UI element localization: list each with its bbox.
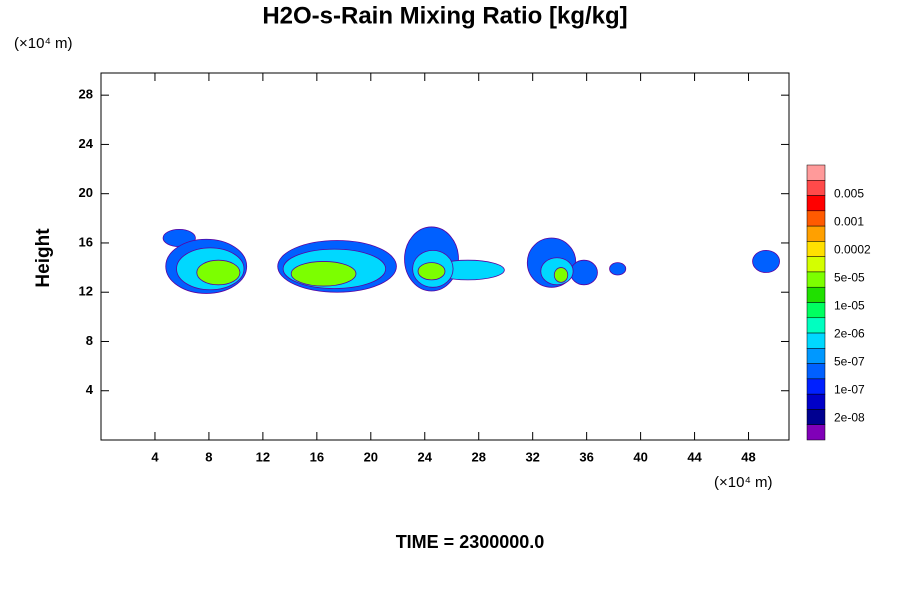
colorbar-label: 5e-05 bbox=[834, 270, 865, 284]
colorbar-label: 0.005 bbox=[834, 186, 864, 200]
colorbar-label: 2e-06 bbox=[834, 327, 865, 341]
x-tick-label: 44 bbox=[687, 449, 702, 464]
y-axis-label: Height bbox=[33, 228, 54, 288]
rain-cell bbox=[290, 261, 357, 287]
y-tick-label: 12 bbox=[79, 284, 93, 299]
colorbar-swatch bbox=[806, 241, 826, 257]
colorbar-swatch bbox=[806, 180, 826, 196]
colorbar-label: 0.0002 bbox=[834, 242, 871, 256]
colorbar-swatch bbox=[806, 409, 826, 425]
x-tick-label: 36 bbox=[579, 449, 593, 464]
colorbar-swatch bbox=[806, 286, 826, 303]
colorbar-swatch bbox=[806, 348, 826, 364]
footer: TIME = 2300000.0 bbox=[396, 532, 545, 552]
x-tick-label: 4 bbox=[151, 449, 159, 464]
colorbar-swatch bbox=[806, 363, 826, 380]
x-tick-label: 32 bbox=[525, 449, 539, 464]
x-tick-label: 16 bbox=[310, 449, 324, 464]
y-tick-label: 24 bbox=[79, 136, 94, 151]
rain-cell bbox=[417, 262, 446, 281]
x-unit: (×10⁴ m) bbox=[714, 474, 773, 491]
colorbar-swatch bbox=[806, 317, 826, 334]
x-tick-label: 48 bbox=[741, 449, 755, 464]
y-tick-label: 20 bbox=[79, 185, 93, 200]
colorbar-swatch bbox=[806, 271, 826, 288]
colorbar-swatch bbox=[806, 225, 826, 242]
x-tick-label: 8 bbox=[205, 449, 212, 464]
y-tick-label: 28 bbox=[79, 87, 93, 102]
y-tick-label: 16 bbox=[79, 234, 93, 249]
x-tick-label: 40 bbox=[633, 449, 647, 464]
chart-title: H2O-s-Rain Mixing Ratio [kg/kg] bbox=[262, 2, 627, 29]
colorbar-swatch bbox=[806, 332, 826, 349]
y-tick-label: 4 bbox=[86, 382, 94, 397]
rain-cell bbox=[752, 249, 780, 273]
colorbar-swatch bbox=[806, 164, 826, 181]
colorbar-swatch bbox=[806, 256, 826, 273]
y-tick-label: 8 bbox=[86, 333, 93, 348]
colorbar-label: 1e-07 bbox=[834, 383, 865, 397]
x-tick-label: 12 bbox=[256, 449, 270, 464]
x-tick-label: 20 bbox=[364, 449, 378, 464]
y-unit: (×10⁴ m) bbox=[14, 35, 73, 52]
colorbar-swatch bbox=[806, 393, 826, 410]
colorbar-label: 5e-07 bbox=[834, 355, 865, 369]
colorbar-swatch bbox=[806, 424, 826, 441]
plot-frame bbox=[100, 72, 790, 441]
x-tick-label: 24 bbox=[418, 449, 433, 464]
colorbar-swatch bbox=[806, 210, 826, 227]
colorbar-swatch bbox=[806, 302, 826, 319]
colorbar-label: 2e-08 bbox=[834, 411, 865, 425]
rain-cell bbox=[196, 259, 241, 286]
rain-cell bbox=[553, 267, 569, 283]
rain-cell bbox=[609, 262, 627, 276]
x-tick-label: 28 bbox=[471, 449, 485, 464]
colorbar-swatch bbox=[806, 378, 826, 395]
colorbar-label: 0.001 bbox=[834, 214, 864, 228]
colorbar-label: 1e-05 bbox=[834, 298, 865, 312]
rain-cell bbox=[570, 259, 598, 286]
colorbar-swatch bbox=[806, 195, 826, 212]
